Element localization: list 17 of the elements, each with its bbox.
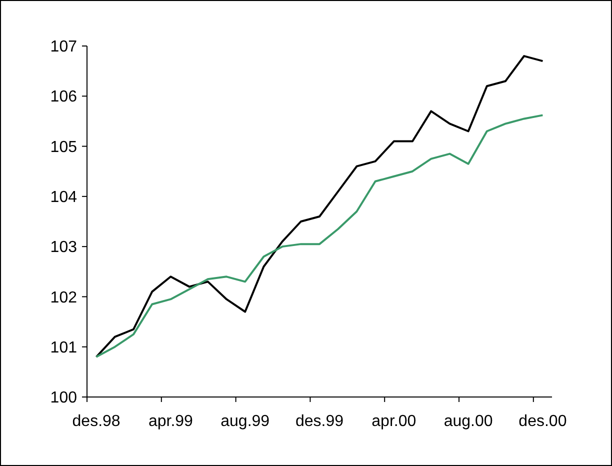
x-tick-label: apr.99	[148, 413, 194, 430]
x-tick-label: aug.99	[220, 413, 270, 430]
x-tick-label: des.00	[518, 413, 567, 430]
x-tick-label: aug.00	[444, 413, 493, 430]
x-tick-label: des.98	[72, 413, 120, 430]
line-series	[95, 55, 544, 358]
y-tick-label: 107	[50, 38, 78, 56]
x-tick-label: apr.00	[372, 413, 416, 430]
y-tick-label: 104	[50, 189, 78, 206]
y-tick-label: 106	[50, 88, 78, 106]
x-tick-label: des.99	[295, 413, 344, 430]
y-tick-label: 102	[50, 289, 78, 306]
y-tick-label: 103	[50, 239, 78, 256]
y-tick-label: 105	[50, 138, 78, 156]
y-tick-label: 101	[50, 339, 78, 356]
line-series	[95, 114, 544, 358]
y-tick-label: 100	[50, 390, 78, 407]
